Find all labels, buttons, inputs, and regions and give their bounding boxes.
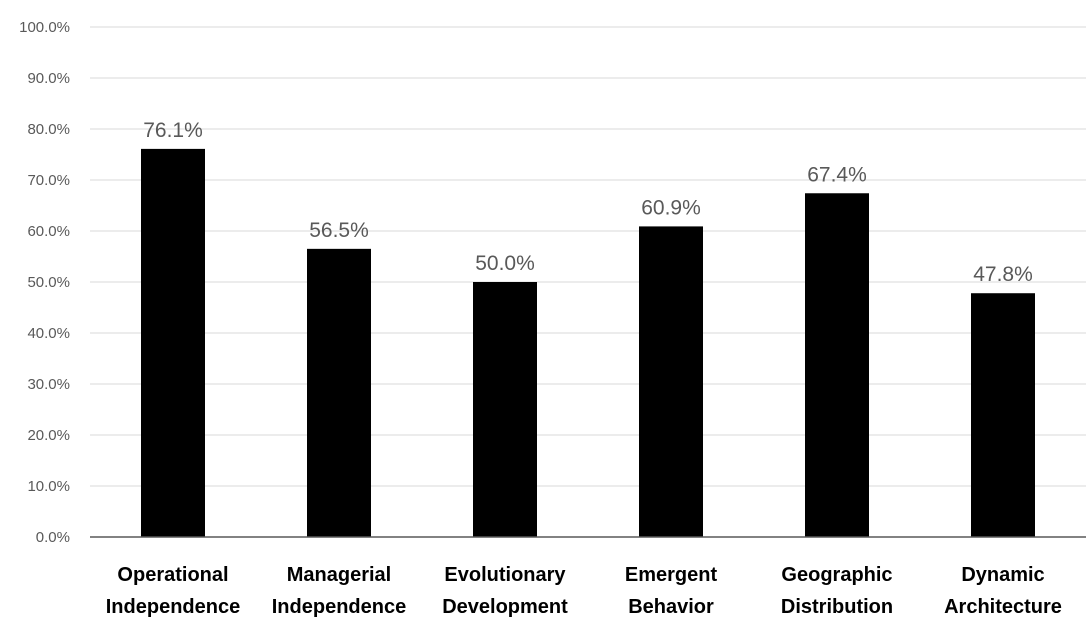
y-tick-label: 60.0%	[27, 223, 70, 240]
x-tick-label: Development	[442, 596, 568, 617]
x-tick-label: Geographic	[781, 564, 892, 586]
x-tick-label: Operational	[117, 564, 228, 586]
bar	[639, 226, 703, 537]
y-tick-label: 30.0%	[27, 376, 70, 393]
x-tick-label: Dynamic	[961, 564, 1044, 586]
x-axis-category-labels: Operational Independence Managerial Indepen…	[106, 564, 1062, 617]
bars	[141, 148, 1035, 537]
y-tick-label: 70.0%	[27, 172, 70, 189]
data-label: 60.9%	[641, 196, 701, 219]
bar	[141, 148, 205, 537]
gridlines	[90, 26, 1086, 487]
y-tick-label: 20.0%	[27, 427, 70, 444]
x-tick-label: Evolutionary	[444, 564, 566, 586]
x-tick-label: Behavior	[628, 596, 714, 617]
y-tick-label: 90.0%	[27, 70, 70, 87]
y-tick-label: 40.0%	[27, 325, 70, 342]
y-tick-label: 100.0%	[19, 19, 70, 36]
x-tick-label: Distribution	[781, 596, 893, 617]
bar	[805, 193, 869, 537]
bar	[473, 282, 537, 537]
x-tick-label: Architecture	[944, 596, 1062, 617]
data-label: 67.4%	[807, 163, 867, 186]
bar	[971, 293, 1035, 537]
data-label: 76.1%	[143, 119, 203, 142]
y-tick-label: 10.0%	[27, 478, 70, 495]
x-tick-label: Independence	[106, 596, 240, 617]
x-tick-label: Emergent	[625, 564, 718, 586]
bar	[307, 248, 371, 537]
data-label: 47.8%	[973, 263, 1033, 286]
y-tick-label: 50.0%	[27, 274, 70, 291]
data-labels: 76.1% 56.5% 50.0% 60.9% 67.4% 47.8%	[143, 119, 1033, 286]
x-tick-label: Independence	[272, 596, 406, 617]
data-label: 56.5%	[309, 219, 369, 242]
x-tick-label: Managerial	[287, 564, 391, 586]
y-axis-tick-labels: 0.0% 10.0% 20.0% 30.0% 40.0% 50.0% 60.0% 70.0% 8…	[19, 19, 70, 546]
data-label: 50.0%	[475, 252, 535, 275]
y-tick-label: 0.0%	[36, 529, 70, 546]
y-tick-label: 80.0%	[27, 121, 70, 138]
